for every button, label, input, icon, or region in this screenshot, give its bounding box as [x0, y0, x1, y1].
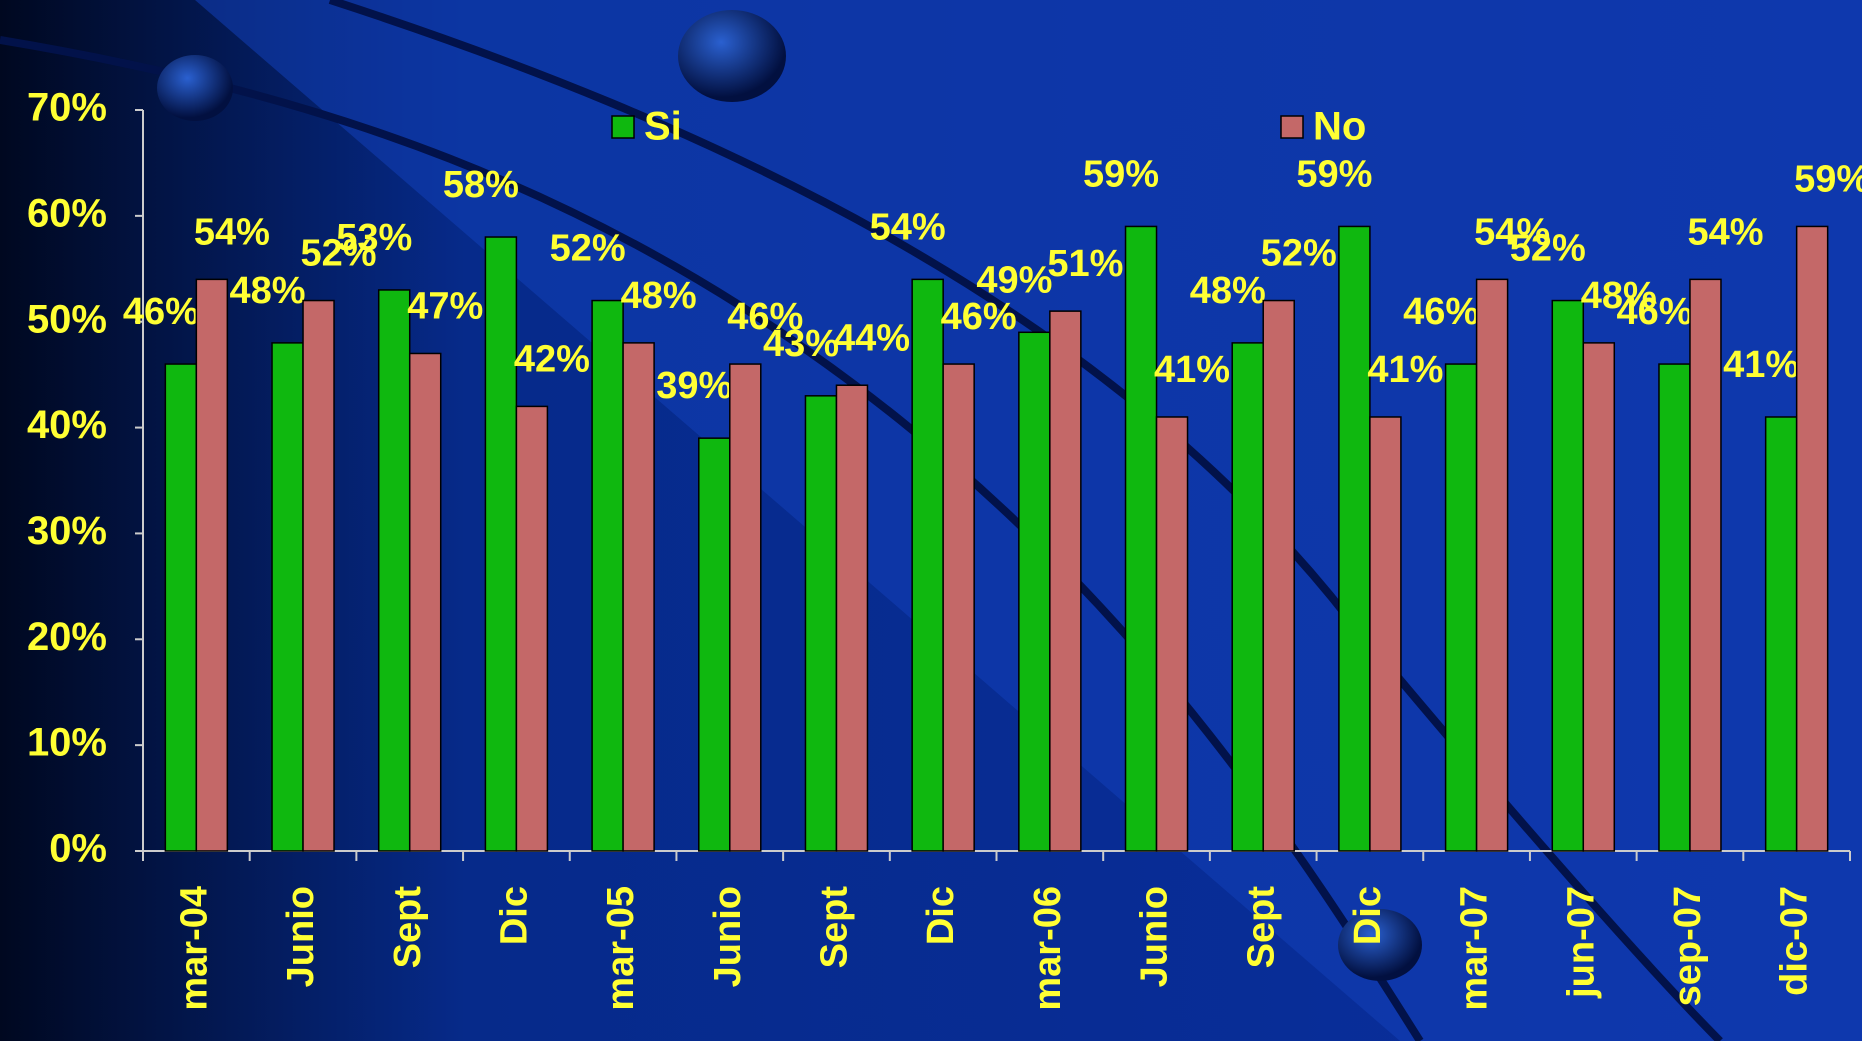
value-label: 58% — [443, 164, 519, 206]
y-tick-label: 60% — [27, 191, 107, 235]
value-label: 41% — [1154, 349, 1230, 391]
value-label: 39% — [656, 365, 732, 407]
decor-ball — [1338, 909, 1422, 981]
bar — [1444, 363, 1478, 852]
value-label: 43% — [763, 323, 839, 365]
value-label: 59% — [1794, 158, 1862, 200]
value-label: 52% — [1510, 228, 1586, 270]
value-label: 48% — [621, 275, 697, 317]
bar — [302, 299, 335, 852]
bar — [622, 342, 655, 852]
value-label: 46% — [123, 291, 199, 333]
x-tick-label: mar-05 — [600, 886, 642, 1011]
bar — [729, 363, 762, 852]
value-label: 41% — [1723, 344, 1799, 386]
bar — [1018, 331, 1051, 852]
value-label: 48% — [1581, 275, 1657, 317]
x-tick-label: Sept — [387, 886, 429, 969]
x-tick-label: Dic — [1347, 886, 1389, 945]
bar — [484, 236, 518, 852]
bar — [195, 278, 229, 852]
x-tick-label: Junio — [280, 886, 322, 987]
y-tick-label: 40% — [27, 403, 107, 447]
bar — [1124, 225, 1158, 852]
bar — [408, 352, 442, 852]
y-tick-label: 10% — [27, 721, 107, 765]
bar — [1155, 416, 1189, 852]
bar — [515, 405, 549, 852]
bar — [1049, 310, 1082, 852]
value-label: 54% — [870, 206, 946, 248]
value-label: 46% — [1616, 291, 1692, 333]
bar — [591, 299, 624, 852]
bar — [271, 342, 304, 852]
value-label: 49% — [976, 259, 1052, 301]
bar — [1231, 342, 1264, 852]
legend-label: Si — [644, 105, 682, 149]
x-tick-label: mar-07 — [1454, 886, 1496, 1011]
legend-label: No — [1313, 105, 1366, 149]
bar — [698, 437, 731, 852]
value-label: 53% — [336, 217, 412, 259]
value-label: 44% — [834, 317, 910, 359]
y-tick-label: 20% — [27, 615, 107, 659]
legend-swatch — [611, 115, 635, 139]
x-tick-label: Sept — [814, 886, 856, 969]
bar — [1582, 342, 1616, 852]
legend-swatch — [1280, 115, 1304, 139]
value-label: 46% — [941, 296, 1017, 338]
bar — [164, 363, 198, 852]
value-label: 48% — [230, 270, 306, 312]
value-label: 41% — [1367, 349, 1443, 391]
bar — [1764, 416, 1798, 852]
decor-ball — [678, 10, 786, 102]
bar — [1475, 278, 1509, 852]
x-tick-label: Dic — [920, 886, 962, 945]
x-tick-label: Junio — [707, 886, 749, 987]
value-label: 47% — [407, 286, 483, 328]
value-label: 59% — [1296, 153, 1372, 195]
y-tick-label: 50% — [27, 297, 107, 341]
bar — [1795, 225, 1829, 852]
bar — [804, 395, 838, 852]
y-tick-label: 0% — [49, 827, 107, 871]
value-label: 46% — [1403, 291, 1479, 333]
y-tick-label: 70% — [27, 86, 107, 130]
bar — [1338, 225, 1371, 852]
x-tick-label: jun-07 — [1560, 886, 1602, 999]
value-label: 51% — [1047, 243, 1123, 285]
value-label: 42% — [514, 338, 590, 380]
x-tick-label: mar-06 — [1027, 886, 1069, 1011]
value-label: 59% — [1083, 153, 1159, 195]
value-label: 54% — [194, 211, 270, 253]
value-label: 54% — [1474, 211, 1550, 253]
bar — [377, 289, 411, 852]
bar — [1689, 278, 1722, 852]
value-label: 48% — [1190, 270, 1266, 312]
x-tick-label: sep-07 — [1667, 886, 1709, 1006]
bar — [835, 384, 869, 852]
x-tick-label: mar-04 — [173, 886, 215, 1011]
y-tick-label: 30% — [27, 509, 107, 553]
bar — [1658, 363, 1691, 852]
x-tick-label: dic-07 — [1774, 886, 1816, 996]
value-label: 52% — [550, 228, 626, 270]
decor-ball — [157, 55, 233, 121]
x-tick-label: Sept — [1240, 886, 1282, 969]
bar — [1551, 299, 1585, 852]
bar — [911, 278, 944, 852]
value-label: 52% — [301, 233, 377, 275]
x-tick-label: Dic — [493, 886, 535, 945]
bar — [1369, 416, 1402, 852]
value-label: 54% — [1687, 211, 1763, 253]
value-label: 52% — [1261, 233, 1337, 275]
x-tick-label: Junio — [1134, 886, 1176, 987]
bar — [942, 363, 975, 852]
value-label: 46% — [727, 296, 803, 338]
bar — [1262, 299, 1295, 852]
